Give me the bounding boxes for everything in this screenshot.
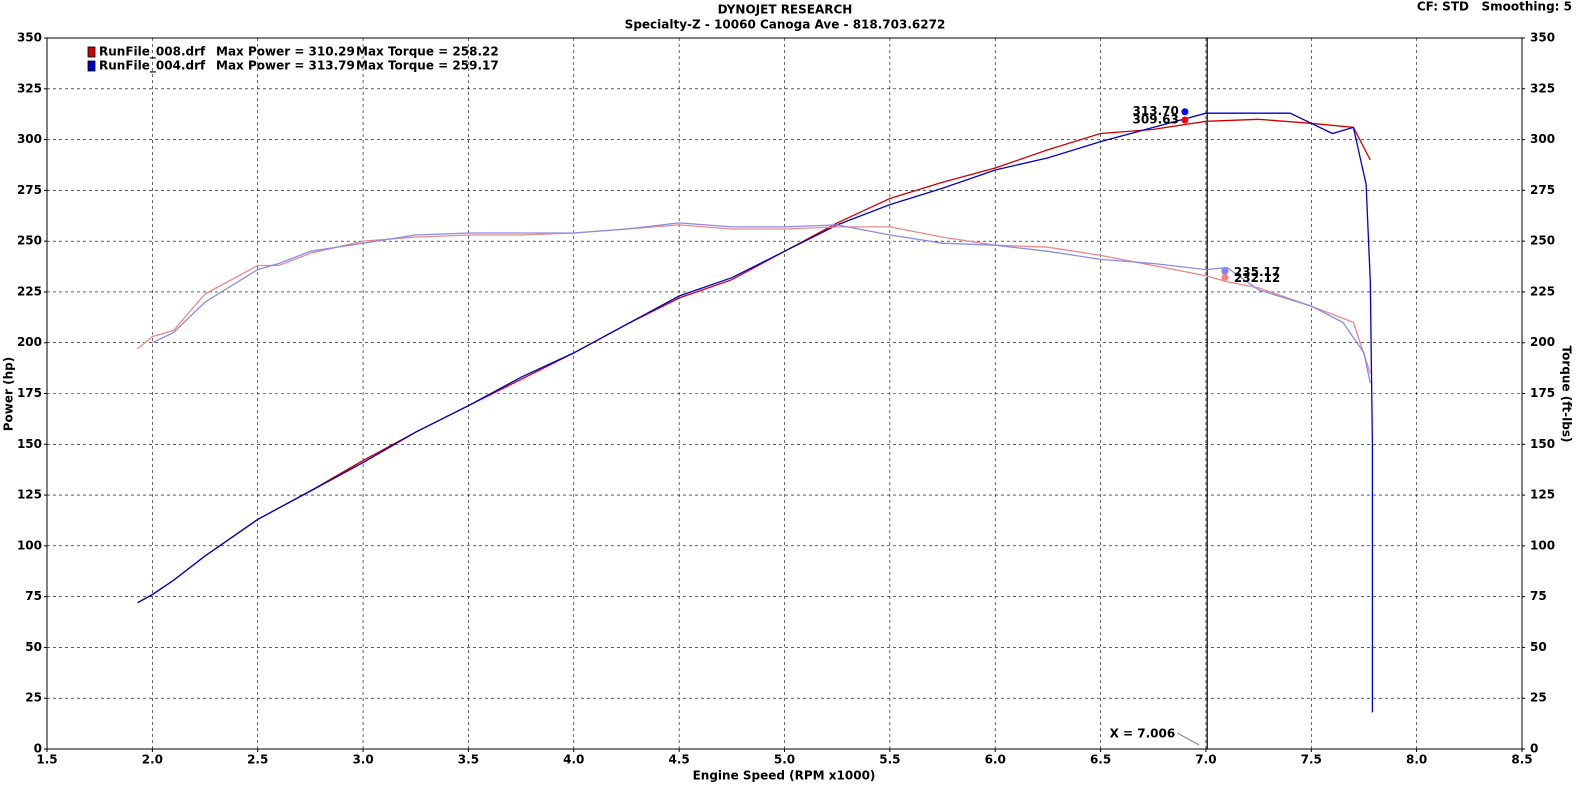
annotation-marker	[1221, 273, 1229, 281]
annotation-label: 235.17	[1234, 265, 1280, 279]
y2-tick-label: 275	[1530, 183, 1555, 197]
x-tick-label: 8.5	[1511, 753, 1532, 767]
y2-tick-label: 175	[1530, 386, 1555, 400]
x-tick-label: 6.5	[1090, 753, 1111, 767]
y-tick-label: 25	[25, 691, 42, 705]
legend-swatch	[87, 46, 96, 58]
legend-stat: Max Torque = 259.17	[356, 59, 499, 73]
corner-note: CF: STD Smoothing: 5	[1417, 0, 1572, 14]
y2-tick-label: 100	[1530, 538, 1555, 552]
y-tick-label: 0	[34, 742, 42, 756]
series-line	[137, 118, 1371, 604]
x-tick-label: 4.5	[669, 753, 690, 767]
y2-tick-label: 325	[1530, 81, 1555, 95]
x-tick-label: 7.0	[1195, 753, 1216, 767]
y-tick-label: 275	[17, 183, 42, 197]
y-tick-label: 300	[17, 132, 42, 146]
x-tick-label: 4.0	[563, 753, 584, 767]
annotation-marker	[1181, 108, 1189, 116]
legend-stat: Max Torque = 258.22	[356, 45, 499, 59]
chart-subtitle: Specialty-Z - 10060 Canoga Ave - 818.703…	[625, 18, 946, 32]
annotation-marker	[1221, 267, 1229, 275]
y2-tick-label: 125	[1530, 488, 1555, 502]
y-tick-label: 50	[25, 640, 42, 654]
x-tick-label: 2.5	[247, 753, 268, 767]
legend-stat: Max Power = 310.29	[216, 45, 355, 59]
annotation-label: 232.12	[1234, 271, 1280, 285]
series-line	[137, 224, 1371, 374]
annotation-label: 309.63	[1133, 113, 1179, 127]
y-tick-label: 75	[25, 589, 42, 603]
y-tick-label: 175	[17, 386, 42, 400]
y-tick-label: 150	[17, 437, 42, 451]
x-tick-label: 5.0	[774, 753, 795, 767]
legend-stat: Max Power = 313.79	[216, 59, 355, 73]
y2-tick-label: 150	[1530, 437, 1555, 451]
annotation-marker	[1181, 116, 1189, 124]
cursor-label: X = 7.006	[1110, 727, 1176, 741]
y-axis-label: Power (hp)	[2, 357, 16, 431]
y2-tick-label: 25	[1530, 691, 1547, 705]
y2-tick-label: 250	[1530, 234, 1555, 248]
y2-tick-label: 225	[1530, 284, 1555, 298]
series-line	[137, 112, 1374, 713]
y-tick-label: 325	[17, 81, 42, 95]
x-tick-label: 3.5	[458, 753, 479, 767]
cursor-pointer	[1176, 732, 1200, 746]
series-line	[152, 222, 1371, 384]
legend-swatch	[87, 60, 96, 72]
legend-label: RunFile_008.drf	[99, 45, 206, 60]
x-tick-label: 7.5	[1301, 753, 1322, 767]
y-tick-label: 225	[17, 284, 42, 298]
y-tick-label: 125	[17, 488, 42, 502]
y2-tick-label: 300	[1530, 132, 1555, 146]
y2-tick-label: 200	[1530, 335, 1555, 349]
chart-title: DYNOJET RESEARCH	[718, 3, 853, 17]
x-tick-label: 8.0	[1406, 753, 1427, 767]
annotation-label: 313.70	[1133, 104, 1179, 118]
y-tick-label: 250	[17, 234, 42, 248]
x-tick-label: 6.0	[985, 753, 1006, 767]
x-tick-label: 3.0	[352, 753, 373, 767]
y2-tick-label: 50	[1530, 640, 1547, 654]
y-tick-label: 350	[17, 31, 42, 45]
x-axis-label: Engine Speed (RPM x1000)	[693, 769, 876, 783]
y2-tick-label: 350	[1530, 31, 1555, 45]
y2-tick-label: 0	[1530, 742, 1538, 756]
y-tick-label: 200	[17, 335, 42, 349]
y-tick-label: 100	[17, 538, 42, 552]
x-tick-label: 2.0	[142, 753, 163, 767]
y2-tick-label: 75	[1530, 589, 1547, 603]
x-tick-label: 5.5	[879, 753, 900, 767]
x-tick-label: 1.5	[36, 753, 57, 767]
legend-label: RunFile_004.drf	[99, 59, 206, 74]
y2-axis-label: Torque (ft-lbs)	[1560, 346, 1574, 443]
